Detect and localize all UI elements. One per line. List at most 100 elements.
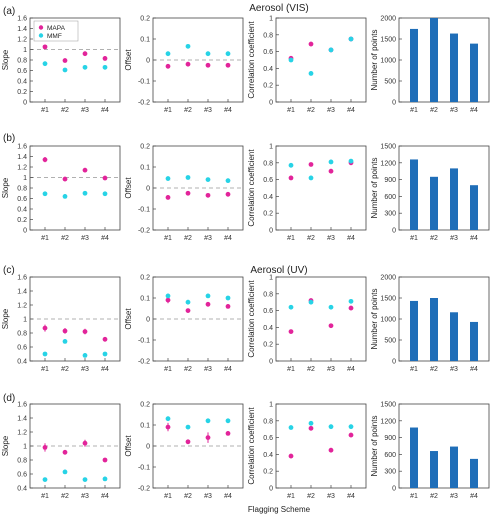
mmf-point-n1	[288, 425, 294, 430]
y-tick-label: 0.2	[140, 275, 150, 282]
y-tick-label: 1200	[380, 418, 396, 425]
x-tick-label: #2	[61, 366, 69, 373]
x-tick-label: #4	[224, 366, 232, 373]
y-tick-label: 0.4	[17, 79, 27, 86]
y-axis-label: Number of points	[370, 30, 379, 91]
legend-label-mapa: MAPA	[47, 25, 66, 32]
y-tick-label: 0.8	[17, 331, 27, 338]
x-tick-label: #3	[450, 107, 458, 114]
panel-offset-1: -0.2 -0.1 0 0.1 0.2 #1 #2 #3 #4 Offset	[124, 16, 244, 114]
y-tick-label: 1500	[380, 37, 396, 44]
x-tick-label: #3	[327, 107, 335, 114]
y-axis-label: Slope	[1, 435, 10, 456]
y-tick-label: 0	[23, 228, 27, 235]
panel-slope-4: 0.4 0.6 0.8 1 1.2 1.4 1.6 #1 #2 #3 #4 Slope	[1, 402, 121, 500]
y-tick-label: 1.4	[17, 289, 27, 296]
x-tick-label: #4	[224, 493, 232, 500]
y-tick-label: 0.4	[263, 325, 273, 332]
mmf-point-n1	[288, 57, 294, 63]
y-tick-label: 1	[269, 144, 273, 151]
y-tick-label: 0.8	[263, 160, 273, 167]
y-tick-label: 1	[269, 402, 273, 409]
x-tick-label: #4	[347, 107, 355, 114]
y-tick-label: 1.2	[17, 37, 27, 44]
bar-n4	[470, 321, 478, 361]
y-tick-label: 1500	[380, 296, 396, 303]
y-tick-label: 0	[146, 444, 150, 451]
y-axis-label: Offset	[124, 177, 133, 199]
y-tick-label: 0.6	[17, 345, 27, 352]
y-tick-label: 0.4	[17, 207, 27, 214]
y-tick-label: 0	[146, 58, 150, 65]
x-axis-title: Flagging Scheme	[248, 505, 311, 514]
x-tick-label: #1	[287, 235, 295, 242]
mmf-point-n3	[205, 177, 211, 183]
mmf-point-n4	[102, 191, 108, 197]
mapa-point-n2	[185, 190, 191, 196]
mapa-point-n3	[328, 447, 334, 453]
mmf-point-n4	[348, 36, 354, 42]
y-tick-label: 1.2	[17, 303, 27, 310]
x-tick-label: #1	[41, 493, 49, 500]
y-tick-label: 0.6	[17, 68, 27, 75]
panel-offset-3: -0.2 -0.1 0 0.1 0.2 #1 #2 #3 #4 Offset	[124, 275, 244, 373]
x-tick-label: #3	[450, 366, 458, 373]
plot-frame	[275, 276, 367, 362]
bar-n4	[470, 185, 478, 230]
bar-n1	[410, 300, 418, 361]
y-tick-label: 0.6	[263, 435, 273, 442]
plot-frame	[275, 403, 367, 489]
y-tick-label: 1.6	[17, 275, 27, 282]
mmf-point-n3	[328, 47, 334, 53]
x-tick-label: #3	[327, 366, 335, 373]
mapa-point-n1	[288, 453, 294, 459]
legend-box	[33, 20, 79, 42]
x-tick-label: #4	[470, 493, 478, 500]
y-tick-label: 300	[384, 211, 396, 218]
mapa-point-n1	[42, 445, 48, 450]
x-tick-label: #1	[41, 235, 49, 242]
mmf-point-n2	[185, 175, 191, 180]
y-tick-label: -0.2	[138, 486, 150, 493]
mmf-point-n3	[205, 51, 211, 57]
y-axis-label: Offset	[124, 435, 133, 457]
mapa-point-n1	[165, 424, 171, 430]
bar-n1	[410, 427, 418, 488]
x-tick-label: #1	[164, 493, 172, 500]
x-tick-label: #3	[450, 493, 458, 500]
panel-slope-3: 0.4 0.6 0.8 1 1.2 1.4 1.6 #1 #2 #3 #4 Slope	[1, 275, 121, 373]
mapa-point-n2	[62, 328, 68, 334]
mmf-point-n3	[82, 190, 88, 196]
y-tick-label: 0.8	[17, 186, 27, 193]
bar-n2	[430, 298, 438, 361]
y-tick-label: 0.1	[140, 37, 150, 44]
y-tick-label: 2000	[380, 16, 396, 23]
y-tick-label: 0.8	[263, 291, 273, 298]
mapa-point-n1	[165, 63, 171, 69]
x-tick-label: #2	[184, 235, 192, 242]
x-tick-label: #2	[430, 366, 438, 373]
bar-n1	[410, 28, 418, 103]
section-title-vis: Aerosol (VIS)	[249, 3, 308, 14]
mmf-point-n3	[82, 477, 88, 482]
y-axis-label: Slope	[1, 177, 10, 198]
mmf-point-n4	[102, 351, 108, 357]
y-tick-label: 0	[392, 228, 396, 235]
panel-grid: 0 0.2 0.4 0.6 0.8 1 1.2 1.4 1.6 #1 #2 #3 #4 Slope MAPA…	[1, 16, 490, 500]
row-label-b: (b)	[3, 133, 15, 144]
y-tick-label: 0.6	[17, 196, 27, 203]
x-tick-label: #2	[61, 107, 69, 114]
y-tick-label: 900	[384, 177, 396, 184]
mmf-point-n1	[42, 191, 48, 197]
mapa-point-n4	[348, 432, 354, 438]
y-tick-label: -0.1	[138, 465, 150, 472]
y-tick-label: 1	[23, 444, 27, 451]
panel-correlation-coefficient-2: 0 0.2 0.4 0.6 0.8 1 #1 #2 #3 #4 Correlation coeffi…	[247, 144, 367, 242]
mmf-point-n2	[308, 420, 314, 426]
x-tick-label: #2	[184, 366, 192, 373]
mmf-point-n4	[225, 51, 231, 57]
x-tick-label: #1	[164, 235, 172, 242]
y-tick-label: 0.1	[140, 296, 150, 303]
mapa-point-n2	[308, 425, 314, 431]
x-tick-label: #3	[204, 235, 212, 242]
